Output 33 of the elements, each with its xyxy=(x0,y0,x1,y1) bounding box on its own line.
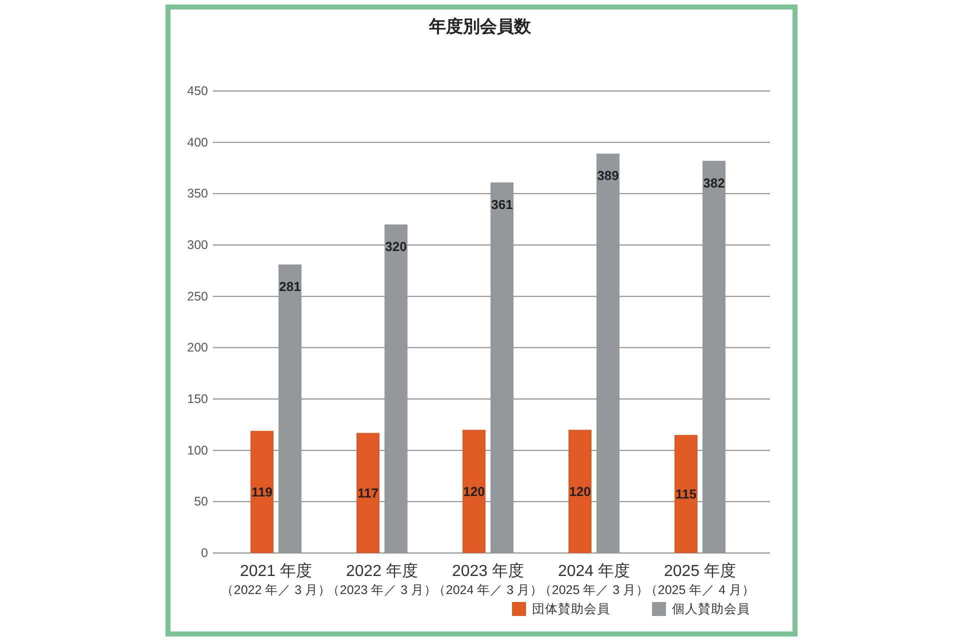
data-label: 119 xyxy=(252,484,272,500)
legend-label: 個人賛助会員 xyxy=(672,602,750,616)
legend-label: 団体賛助会員 xyxy=(532,602,610,616)
data-label: 320 xyxy=(385,238,407,254)
y-tick-label: 0 xyxy=(201,546,208,560)
y-tick-label: 400 xyxy=(187,135,208,150)
bar xyxy=(674,434,698,553)
bar xyxy=(278,264,302,553)
y-tick-label: 350 xyxy=(187,186,208,201)
data-label: 361 xyxy=(491,196,513,212)
y-tick-label: 450 xyxy=(187,84,208,98)
bar xyxy=(596,154,620,553)
bar xyxy=(384,224,408,553)
bar xyxy=(250,430,274,553)
y-tick-label: 300 xyxy=(187,238,208,252)
y-tick-label: 150 xyxy=(187,392,208,406)
chart-title: 年度別会員数 xyxy=(428,17,532,36)
data-label: 120 xyxy=(463,484,485,499)
y-tick-label: 200 xyxy=(187,340,208,355)
bar xyxy=(356,432,380,553)
data-label: 117 xyxy=(358,485,378,500)
data-label: 389 xyxy=(597,168,619,184)
data-label: 115 xyxy=(676,486,696,502)
bar xyxy=(568,430,592,553)
y-tick-label: 50 xyxy=(194,494,208,509)
data-label: 120 xyxy=(569,484,591,499)
y-tick-label: 100 xyxy=(187,443,208,458)
data-label: 382 xyxy=(703,175,725,190)
y-tick-label: 250 xyxy=(187,289,208,304)
bar xyxy=(702,160,726,553)
bar xyxy=(490,182,514,553)
data-label: 281 xyxy=(279,279,301,294)
bar xyxy=(462,430,486,553)
